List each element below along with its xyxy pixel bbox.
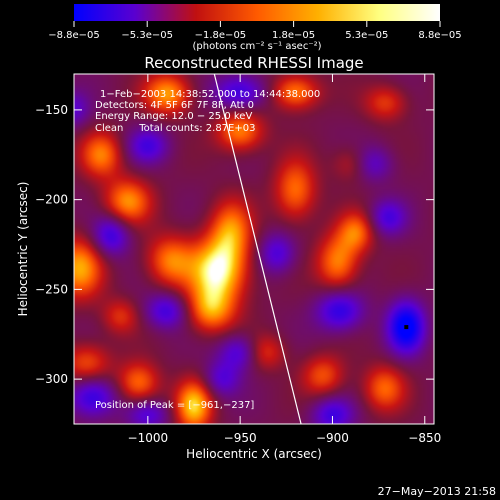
x-tick-label: −900	[316, 431, 349, 445]
y-axis-ticks: −150 −200 −250 −300	[35, 103, 434, 386]
colorbar-ticks: −8.8e−05 −5.3e−05 −1.8e−05 1.8e−05 5.3e−05 8.…	[48, 21, 462, 41]
y-tick-label: −150	[35, 103, 68, 117]
x-axis-ticks: −1000 −950 −900 −850	[128, 74, 441, 445]
footer-timestamp: 27−May−2013 21:58	[378, 485, 496, 498]
annotation-counts: Clean Total counts: 2.87E+03	[95, 123, 255, 134]
colorbar-tick-label: 8.8e−05	[418, 30, 461, 41]
x-axis-label: Heliocentric X (arcsec)	[186, 447, 322, 461]
y-tick-label: −300	[35, 372, 68, 386]
plot-frame	[73, 73, 435, 425]
y-axis-label: Heliocentric Y (arcsec)	[16, 182, 30, 317]
annotation-energy-range: Energy Range: 12.0 − 25.0 keV	[95, 111, 252, 122]
y-tick-label: −250	[35, 282, 68, 296]
annotation-peak-position: Position of Peak = [−961,−237]	[95, 400, 254, 411]
colorbar	[74, 4, 440, 21]
colorbar-tick-label: −5.3e−05	[121, 30, 173, 41]
solar-limb-line	[213, 74, 302, 424]
chart-title: Reconstructed RHESSI Image	[144, 54, 363, 72]
colorbar-tick-label: 5.3e−05	[345, 30, 388, 41]
y-tick-label: −200	[35, 193, 68, 207]
annotation-detectors: Detectors: 4F 5F 6F 7F 8F, Att 0	[95, 100, 254, 111]
colorbar-tick-label: −8.8e−05	[48, 30, 100, 41]
colorbar-tick-label: 1.8e−05	[272, 30, 315, 41]
x-tick-label: −850	[408, 431, 441, 445]
heatmap-image	[74, 74, 434, 424]
x-tick-label: −1000	[128, 431, 169, 445]
colorbar-tick-label: −1.8e−05	[195, 30, 247, 41]
x-tick-label: −950	[224, 431, 257, 445]
annotation-time-range: 1−Feb−2003 14:38:52.000 to 14:44:38.000	[100, 89, 320, 100]
colorbar-units-label: (photons cm⁻² s⁻¹ asec⁻²)	[192, 41, 321, 52]
peak-marker	[404, 325, 409, 330]
